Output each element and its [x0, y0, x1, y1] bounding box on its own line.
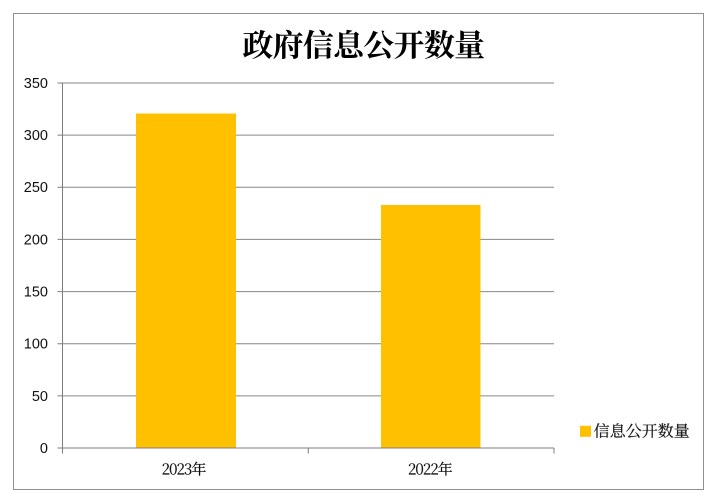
- svg-text:150: 150: [24, 284, 48, 300]
- svg-text:50: 50: [32, 389, 48, 405]
- svg-text:350: 350: [24, 76, 48, 92]
- svg-text:250: 250: [24, 180, 48, 196]
- svg-text:0: 0: [40, 441, 48, 457]
- svg-text:100: 100: [24, 337, 48, 353]
- svg-text:200: 200: [24, 232, 48, 248]
- svg-text:300: 300: [24, 128, 48, 144]
